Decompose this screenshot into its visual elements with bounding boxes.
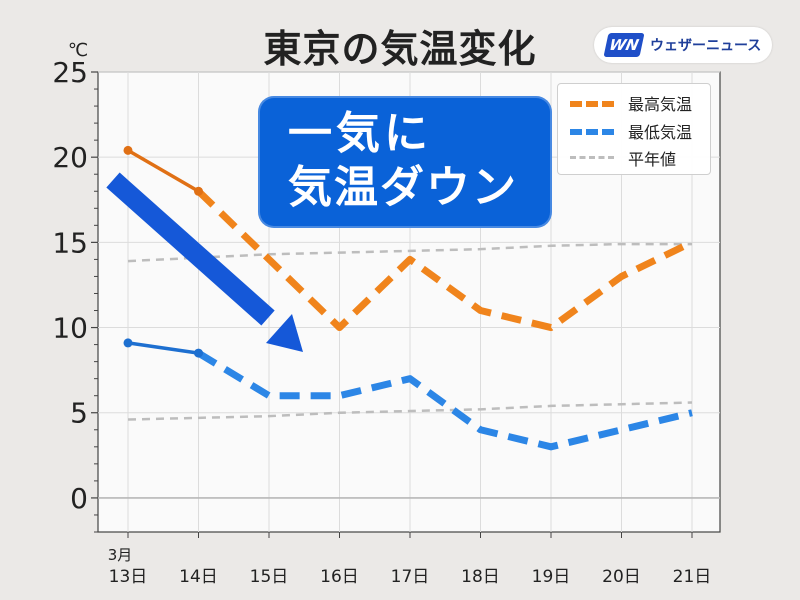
callout-box: 一気に 気温ダウン	[258, 96, 552, 228]
callout-line-1: 一気に	[288, 108, 432, 159]
x-tick-label: 19日	[532, 567, 571, 587]
weathernews-logo[interactable]: WN ウェザーニュース	[594, 27, 772, 63]
legend-swatch-min	[570, 129, 614, 135]
grid-layer	[98, 71, 720, 532]
observed-min-line	[127, 341, 199, 355]
callout-line-2: 気温ダウン	[288, 162, 518, 213]
legend-item-min: 最低気温	[566, 118, 706, 144]
legend-item-normal: 平年値	[566, 145, 706, 171]
legend: 最高気温 最低気温 平年値	[557, 83, 711, 175]
normal-min-line	[127, 401, 693, 421]
x-tick-label: 14日	[179, 567, 218, 587]
down-arrow	[106, 172, 303, 352]
series-layer	[123, 145, 694, 451]
y-tick-label: 25	[52, 56, 88, 89]
x-tick-label: 15日	[250, 567, 289, 587]
tick-layer: 3月 13日 14日 15日 16日 17日 18日 19日 20日 21日 0 5 10 15 20 25	[52, 56, 711, 587]
x-tick-label: 17日	[391, 567, 430, 587]
forecast-min-line	[196, 350, 693, 451]
chart-title: 東京の気温変化	[263, 27, 537, 71]
observed-min-point	[123, 338, 133, 348]
y-unit-label: ℃	[68, 40, 88, 61]
legend-item-max: 最高気温	[566, 90, 706, 116]
x-tick-label: 21日	[673, 567, 712, 587]
legend-swatch-normal	[570, 156, 614, 159]
legend-label-min: 最低気温	[628, 123, 693, 142]
logo-text: ウェザーニュース	[650, 38, 762, 54]
y-tick-label: 15	[52, 226, 88, 259]
reference-layer	[127, 242, 693, 421]
legend-label-max: 最高気温	[628, 95, 693, 114]
observed-max-line	[127, 148, 200, 193]
arrow-head	[266, 314, 303, 352]
legend-label-normal: 平年値	[628, 150, 677, 169]
x-tick-label: 16日	[320, 567, 359, 587]
y-tick-label: 5	[70, 397, 88, 430]
x-tick-label: 20日	[602, 567, 641, 587]
x-tick-label: 18日	[461, 567, 500, 587]
y-tick-label: 20	[52, 141, 88, 174]
arrow-shaft	[106, 172, 275, 326]
observed-max-point	[123, 145, 133, 155]
normal-max-line	[127, 242, 692, 263]
y-tick-label: 10	[52, 312, 88, 345]
observed-min-point	[194, 348, 203, 358]
legend-swatch-max	[570, 101, 614, 107]
y-tick-label: 0	[70, 482, 88, 515]
x-tick-label: 3月 13日	[108, 546, 148, 587]
observed-max-point	[194, 186, 203, 196]
